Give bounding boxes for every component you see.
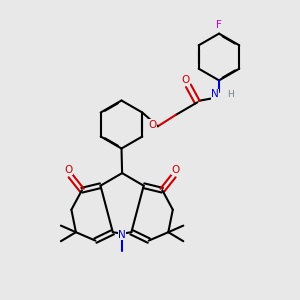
Text: O: O (181, 75, 190, 85)
Text: N: N (211, 89, 219, 99)
Text: O: O (171, 165, 180, 175)
Text: O: O (64, 165, 73, 175)
Text: F: F (216, 20, 222, 30)
Text: N: N (118, 230, 126, 240)
Text: H: H (227, 90, 234, 99)
Text: O: O (148, 120, 157, 130)
